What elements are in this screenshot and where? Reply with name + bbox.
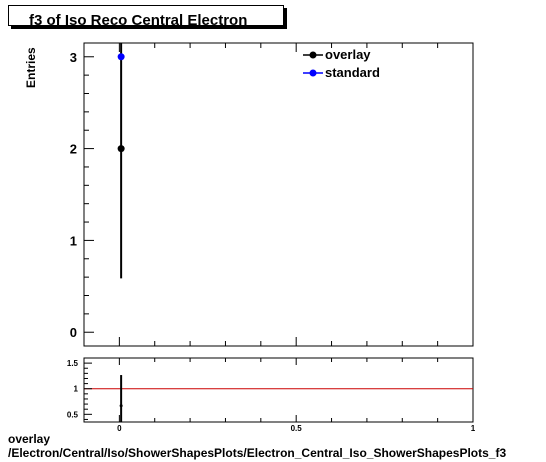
legend-marker-standard xyxy=(309,69,317,77)
y-axis-label: Entries xyxy=(24,47,38,88)
legend-marker-overlay xyxy=(309,51,317,59)
y-tick-label: 2 xyxy=(70,142,77,157)
chart-title: f3 of Iso Reco Central Electron xyxy=(29,12,248,29)
main-plot-frame xyxy=(83,42,474,347)
y-tick-label: 1 xyxy=(70,233,77,248)
legend-label-overlay: overlay xyxy=(325,47,371,62)
standard-marker xyxy=(117,53,125,61)
ratio-x-tick-label: 1 xyxy=(471,424,476,433)
ratio-x-tick-label: 0 xyxy=(117,424,122,433)
ratio-y-tick-label: 1.5 xyxy=(67,359,79,368)
y-tick-label: 0 xyxy=(70,325,77,340)
title-box: f3 of Iso Reco Central Electron xyxy=(8,5,284,29)
footer-label: overlay xyxy=(8,432,51,446)
ratio-plot-frame xyxy=(83,357,474,423)
ratio-x-tick-label: 0.5 xyxy=(291,424,303,433)
ratio-y-tick-label: 1 xyxy=(74,385,79,394)
footer-path: /Electron/Central/Iso/ShowerShapesPlots/… xyxy=(8,446,507,460)
ratio-y-tick-label: 0.5 xyxy=(67,410,79,419)
overlay-marker xyxy=(117,145,125,153)
y-tick-label: 3 xyxy=(70,50,77,65)
ratio-marker xyxy=(119,404,123,408)
legend-label-standard: standard xyxy=(325,65,380,80)
